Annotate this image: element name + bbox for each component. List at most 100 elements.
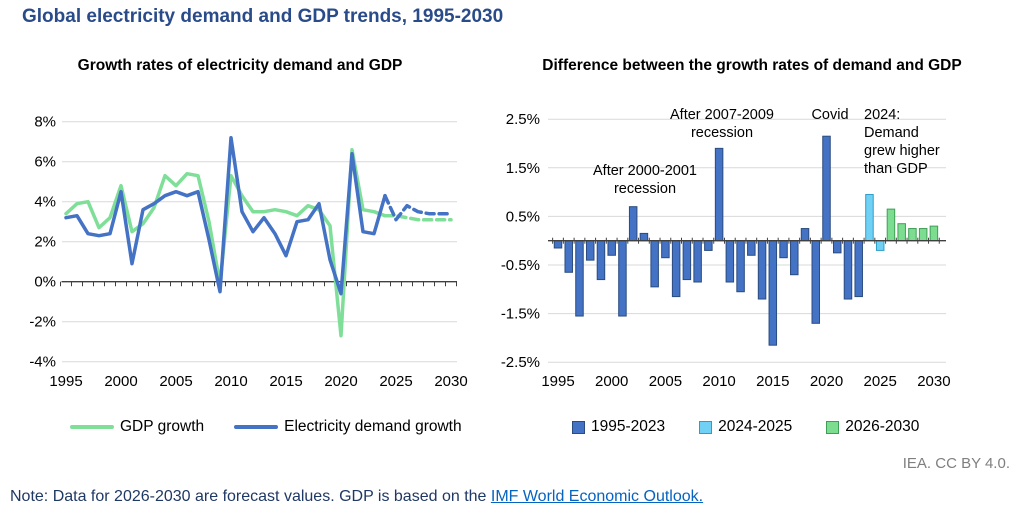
x-tick-label: 2030 (434, 373, 467, 390)
diff-bar-2005 (661, 240, 670, 259)
x-tick-label: 2020 (324, 373, 357, 390)
y-tick-label: 1.5% (506, 160, 540, 177)
diff-bar-2003 (639, 232, 649, 242)
y-tick-label: 0% (34, 274, 56, 291)
legend-label-2024-2025: 2024-2025 (718, 418, 793, 435)
diff-bar-2016 (779, 240, 788, 259)
legend-label-1995-2023: 1995-2023 (591, 418, 666, 435)
diff-bar-2004 (650, 240, 659, 288)
diff-bar-2011 (725, 240, 735, 283)
diff-bar-2021 (832, 240, 842, 254)
diff-bar-2014 (757, 240, 767, 300)
growth-rates-chart-area: 8% 6% 4% 2% 0% -2% -4% 1995 2000 2005 2010 2015 2020… (0, 84, 480, 390)
legend-swatch-1995-2023 (572, 420, 585, 434)
diff-bar-2023 (854, 240, 863, 298)
diff-bar-2022 (843, 240, 853, 300)
difference-chart-area: 2.5% 1.5% 0.5% -0.5% -1.5% -2.5% 1995 2000 2005 2… (480, 84, 1024, 390)
gdp-growth-legend-label: GDP growth (120, 418, 205, 435)
legend-item-2024-2025: 2024-2025 (699, 418, 792, 436)
legend-swatch-2024-2025 (699, 420, 713, 434)
y-tick-label: -4% (29, 354, 56, 371)
diff-bar-2000 (607, 240, 616, 256)
demand-growth-line-forecast-dashed (383, 193, 453, 222)
legend-item-1995-2023: 1995-2023 (572, 418, 665, 436)
diff-bar-2009 (704, 240, 713, 251)
attribution-text: IEA. CC BY 4.0. (902, 455, 1010, 472)
demand-line-legend-swatch (234, 425, 279, 429)
gdp-growth-line-solid (64, 147, 387, 338)
growth-line-chart: 8% 6% 4% 2% 0% -2% -4% 1995 2000 2005 2010 2015 2020… (29, 114, 467, 390)
legend-label-2026-2030: 2026-2030 (845, 418, 920, 435)
diff-bar-2008 (693, 240, 702, 283)
legend-item-demand-growth: Electricity demand growth (234, 418, 462, 436)
x-tick-label: 2030 (917, 373, 950, 390)
diff-bar-2012 (736, 240, 745, 293)
diff-bar-2013 (747, 240, 756, 256)
bar-chart-legend: 1995-2023 2024-2025 2026-2030 (572, 418, 919, 436)
note-prefix: Note: Data for 2026-2030 are forecast va… (10, 488, 491, 505)
gdp-line-legend-swatch (70, 425, 114, 429)
diff-bar-1995 (553, 240, 563, 249)
note-text: Note: Data for 2026-2030 are forecast va… (10, 488, 703, 506)
x-tick-label: 1995 (541, 373, 574, 390)
diff-bar-2025 (875, 240, 885, 251)
y-tick-label: 4% (34, 194, 56, 211)
page-title: Global electricity demand and GDP trends… (22, 6, 504, 27)
y-tick-label: 6% (34, 154, 56, 171)
x-tick-label: 1995 (49, 373, 82, 390)
demand-growth-line-solid (64, 135, 387, 296)
legend-swatch-2026-2030 (826, 420, 840, 434)
diff-bar-2015 (768, 240, 778, 346)
x-tick-label: 2000 (104, 373, 137, 390)
y-tick-label: -1.5% (501, 306, 540, 323)
annotation-covid: Covid (811, 107, 849, 123)
demand-growth-legend-label: Electricity demand growth (284, 418, 462, 435)
diff-bar-2028 (908, 228, 917, 242)
x-tick-label: 2015 (269, 373, 302, 390)
diff-bar-2019 (811, 240, 821, 324)
x-tick-label: 2025 (864, 373, 897, 390)
y-tick-label: 0.5% (506, 208, 540, 225)
line-chart-legend: GDP growth Electricity demand growth (70, 418, 462, 436)
imf-world-economic-outlook-link[interactable]: IMF World Economic Outlook. (490, 488, 704, 505)
left-chart-subtitle: Growth rates of electricity demand and G… (77, 57, 403, 74)
annotation-2024-demand: 2024: Demand grew higher than GDP (864, 107, 940, 177)
diff-bar-2017 (790, 240, 799, 276)
diff-bar-2018 (800, 228, 810, 242)
x-tick-label: 2005 (159, 373, 192, 390)
diff-bar-2026 (886, 208, 896, 242)
diff-bar-2001 (618, 240, 627, 317)
right-chart-subtitle: Difference between the growth rates of d… (542, 57, 962, 74)
diff-bar-2024 (865, 194, 874, 242)
x-tick-label: 2000 (595, 373, 628, 390)
y-tick-label: 2% (34, 234, 56, 251)
diff-bar-2030 (929, 225, 939, 242)
annotation-after-2007-2009-recession: After 2007-2009 recession (670, 107, 774, 141)
diff-bar-1997 (575, 240, 584, 317)
diff-bar-1996 (564, 240, 573, 273)
diff-bar-2027 (897, 223, 906, 242)
y-tick-label: -2% (29, 314, 56, 331)
diff-bar-2006 (671, 240, 681, 298)
diff-bar-2007 (682, 240, 692, 281)
y-tick-label: 8% (34, 114, 56, 131)
diff-bar-chart: 2.5% 1.5% 0.5% -0.5% -1.5% -2.5%1995 2000 2005 2… (501, 111, 951, 390)
legend-item-gdp-growth: GDP growth (70, 418, 204, 436)
y-tick-label: -0.5% (501, 257, 540, 274)
gdp-growth-line-forecast-dashed (383, 213, 453, 222)
diff-bar-1998 (585, 240, 595, 261)
x-tick-label: 2010 (702, 373, 735, 390)
legend-item-2026-2030: 2026-2030 (826, 418, 919, 436)
x-tick-label: 2025 (379, 373, 412, 390)
x-tick-label: 2010 (214, 373, 247, 390)
diff-bar-2029 (918, 228, 928, 242)
diff-bar-1999 (596, 240, 606, 281)
diff-bar-2002 (628, 206, 638, 242)
y-tick-label: 2.5% (506, 111, 540, 128)
annotation-after-2000-2001-recession: After 2000-2001 recession (593, 163, 697, 197)
diff-bar-2020 (822, 135, 831, 242)
x-tick-label: 2020 (810, 373, 843, 390)
y-tick-label: -2.5% (501, 354, 540, 371)
x-tick-label: 2005 (649, 373, 682, 390)
